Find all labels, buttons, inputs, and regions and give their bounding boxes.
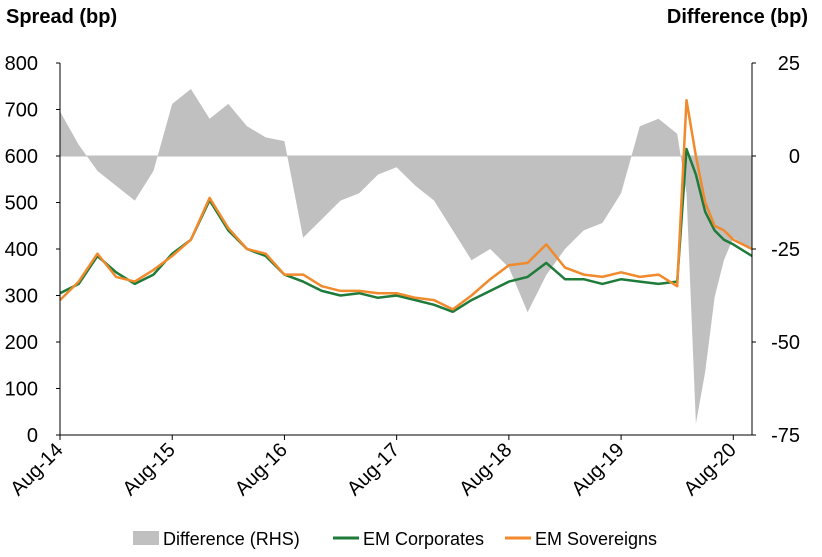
right-tick-label: -25 — [771, 239, 800, 261]
right-tick-label: -50 — [771, 332, 800, 354]
x-tick-label: Aug-14 — [6, 439, 67, 500]
x-tick-label: Aug-20 — [680, 439, 741, 500]
difference-area — [60, 89, 752, 424]
x-tick-label: Aug-18 — [455, 439, 516, 500]
difference-rhs--legend-label: Difference (RHS) — [163, 529, 300, 549]
left-tick-label: 600 — [5, 146, 38, 168]
left-tick-label: 200 — [5, 332, 38, 354]
left-tick-label: 300 — [5, 286, 38, 308]
left-tick-label: 400 — [5, 239, 38, 261]
x-tick-label: Aug-19 — [567, 439, 628, 500]
em-sovereigns-line — [59, 98, 753, 311]
right-tick-label: -75 — [771, 425, 800, 447]
left-tick-label: 500 — [5, 193, 38, 215]
left-tick-label: 0 — [27, 425, 38, 447]
x-tick-label: Aug-15 — [119, 439, 180, 500]
right-tick-label: 0 — [789, 146, 800, 168]
x-tick-label: Aug-16 — [231, 439, 292, 500]
em-sovereigns-legend-label: EM Sovereigns — [535, 529, 657, 549]
right-axis-title: Difference (bp) — [666, 6, 808, 28]
spread-lines-layer — [59, 98, 753, 314]
difference-rhs--legend-swatch — [133, 531, 159, 545]
legend: Difference (RHS) EM Corporates EM Sovereig… — [133, 529, 657, 549]
x-tick-label: Aug-17 — [343, 439, 404, 500]
right-tick-label: 25 — [778, 53, 800, 75]
em-corporates-legend-label: EM Corporates — [363, 529, 484, 549]
left-axis-title: Spread (bp) — [6, 6, 118, 28]
left-tick-label: 800 — [5, 53, 38, 75]
difference-area-layer — [60, 89, 752, 424]
left-tick-label: 700 — [5, 100, 38, 122]
left-tick-label: 100 — [5, 379, 38, 401]
